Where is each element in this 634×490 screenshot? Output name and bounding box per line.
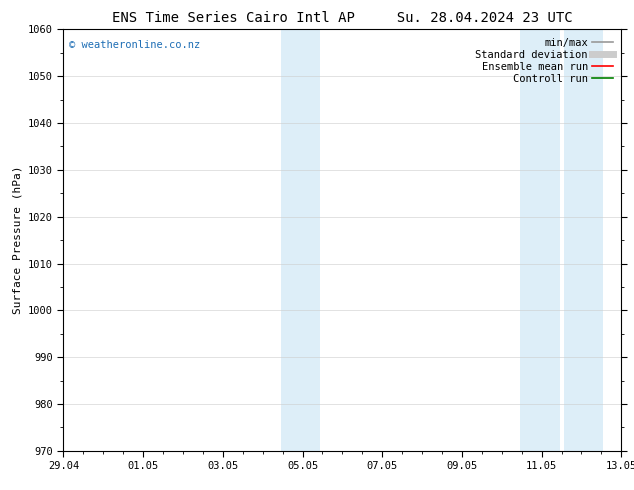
Y-axis label: Surface Pressure (hPa): Surface Pressure (hPa)	[13, 166, 22, 315]
Bar	[564, 29, 604, 451]
Bar	[520, 29, 560, 451]
Bar	[281, 29, 320, 451]
Text: © weatheronline.co.nz: © weatheronline.co.nz	[69, 40, 200, 50]
Title: ENS Time Series Cairo Intl AP     Su. 28.04.2024 23 UTC: ENS Time Series Cairo Intl AP Su. 28.04.…	[112, 11, 573, 25]
Legend: min/max, Standard deviation, Ensemble mean run, Controll run: min/max, Standard deviation, Ensemble me…	[472, 35, 616, 87]
